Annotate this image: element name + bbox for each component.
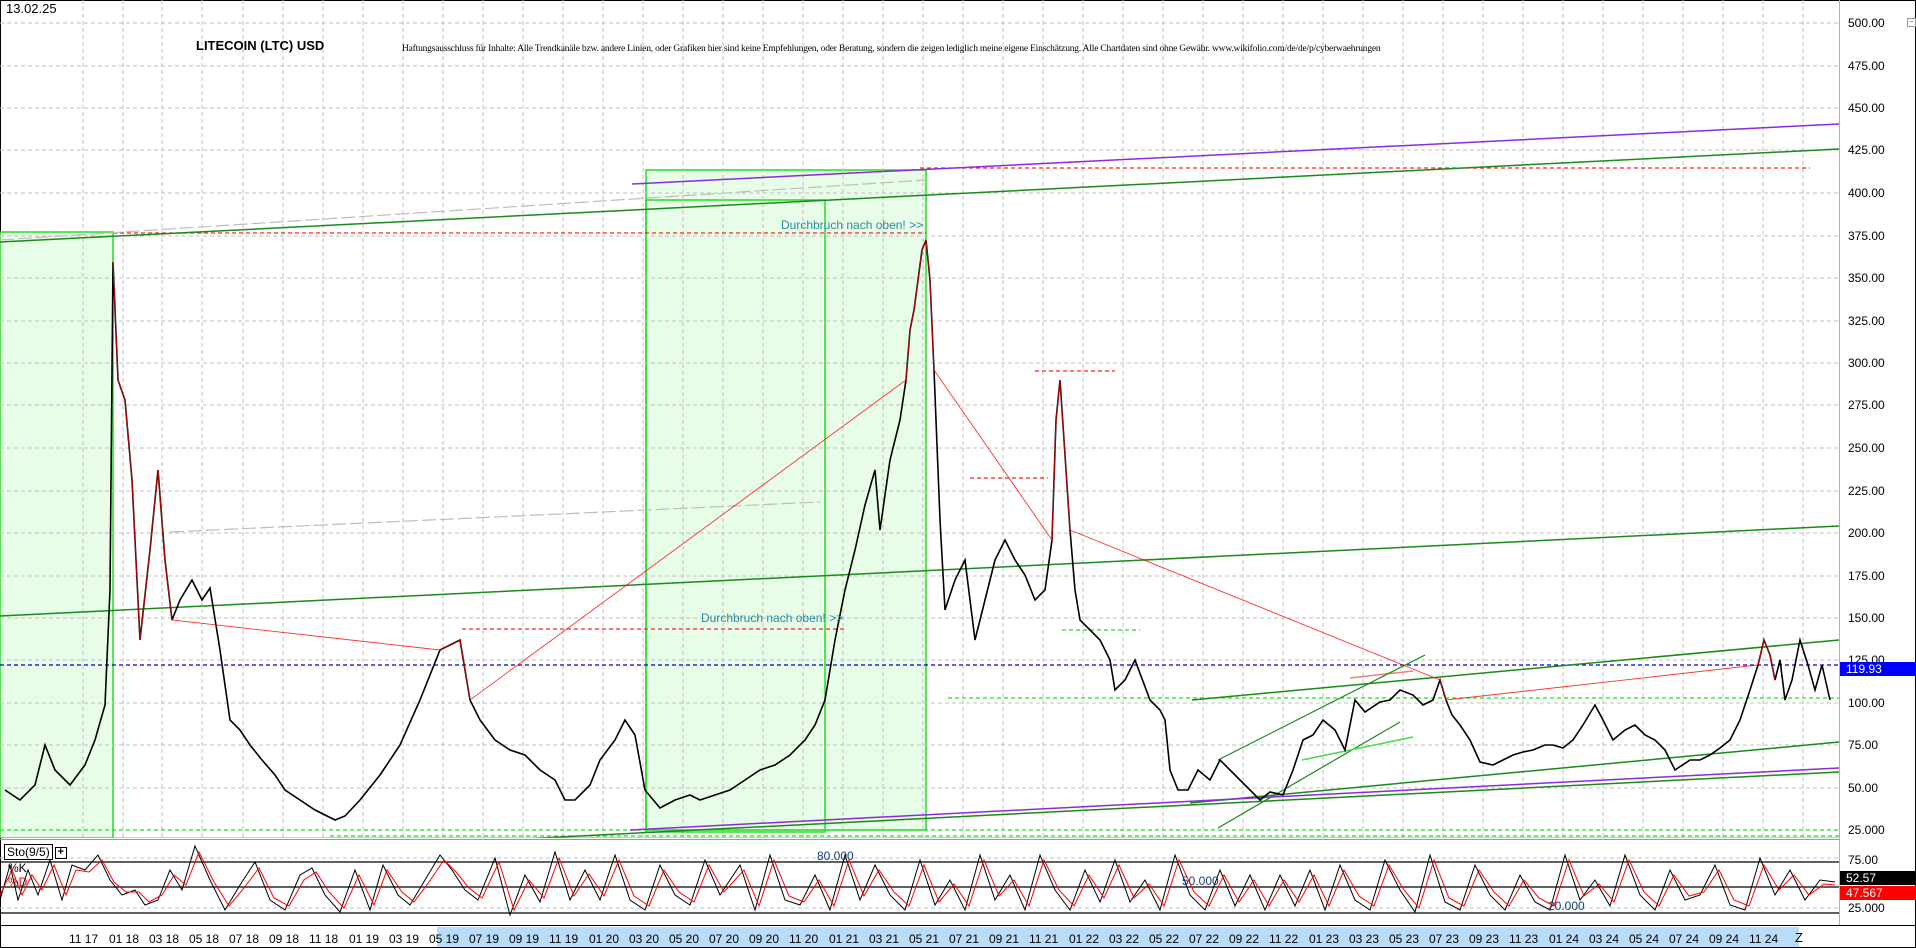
price-line [4,239,1831,821]
disclaimer-text: Haftungsausschluss für Inhalte: Alle Tre… [402,44,1381,54]
axis-end-marker[interactable]: Z [1795,930,1803,945]
price-chart[interactable] [0,0,1839,838]
collapse-icon[interactable]: − [1907,18,1916,27]
y-tick: 25.000 [1848,823,1885,837]
stochastic-panel[interactable] [0,839,1839,925]
osc-level-80: 80.000 [817,849,854,863]
y-tick: 225.00 [1848,484,1885,498]
y-tick: 450.00 [1848,101,1885,115]
y-tick: 350.00 [1848,271,1885,285]
stoch-d-line [0,850,1836,912]
last-price-tag: 119.93 [1840,662,1916,676]
support-resistance-levels [0,167,1839,837]
stoch-k-value-tag: 52.57 [1840,871,1916,885]
chart-title: LITECOIN (LTC) USD [196,38,325,53]
y-tick: 250.00 [1848,441,1885,455]
y-tick: 150.00 [1848,611,1885,625]
expand-plus-icon[interactable]: + [54,846,67,859]
breakout-annotation-mid: Durchbruch nach oben! >> [701,611,844,625]
breakout-annotation-top: Durchbruch nach oben! >> [781,218,924,232]
trendlines [0,123,1839,838]
stoch-d-value-tag: 47.567 [1840,886,1916,900]
y-tick: 100.00 [1848,696,1885,710]
y-tick: 275.00 [1848,398,1885,412]
y-tick: 300.00 [1848,356,1885,370]
y-tick: 375.00 [1848,229,1885,243]
stochastic-name[interactable]: Sto(9/5) [4,844,53,860]
chart-date: 13.02.25 [6,1,57,16]
time-axis-selection [437,927,1799,947]
stoch-k-line [0,844,1836,917]
y-tick: 400.00 [1848,186,1885,200]
highlight-zone-2017 [0,231,114,838]
y-tick: 50.00 [1848,781,1879,795]
osc-level-50: 50.000 [1182,874,1219,888]
osc-level-20: 20.000 [1548,899,1585,913]
stoch-d-label: %D [8,875,28,889]
stoch-k-label: %K [8,861,27,875]
y-tick: 325.00 [1848,314,1885,328]
y-tick: 475.00 [1848,59,1885,73]
stochastic-legend[interactable]: Sto(9/5) + [4,844,67,860]
y-tick: 75.00 [1848,738,1879,752]
time-axis[interactable] [0,925,1916,948]
osc-tick-75: 75.00 [1848,853,1879,867]
y-tick: 175.00 [1848,569,1885,583]
highlight-zone-inner [645,199,826,833]
y-tick: 425.00 [1848,143,1885,157]
price-line-red-overlay [112,239,1776,701]
osc-tick-25: 25.000 [1848,901,1885,915]
price-axis[interactable] [1839,0,1916,925]
y-tick: 200.00 [1848,526,1885,540]
highlight-zone-2020-2021 [645,169,927,831]
y-tick: 500.00 [1848,16,1885,30]
